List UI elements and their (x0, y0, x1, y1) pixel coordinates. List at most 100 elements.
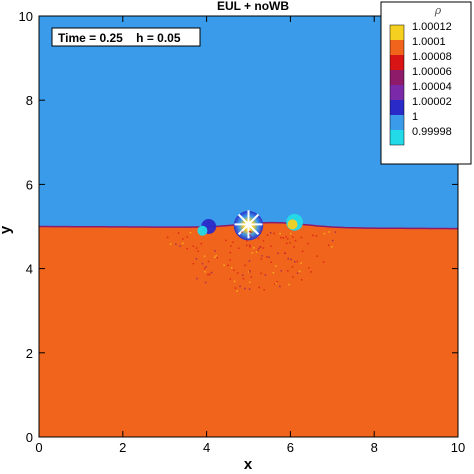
noise-speck (210, 271, 213, 274)
noise-speck (260, 258, 263, 260)
legend-colorbar-frame (389, 24, 405, 146)
legend-swatch (390, 100, 404, 115)
legend-swatch (390, 55, 404, 70)
x-axis-ticks: 0 2 4 6 8 10 (35, 16, 465, 455)
noise-speck (246, 244, 248, 246)
noise-speck (280, 236, 282, 239)
legend: ρ 1.00012 1.0001 1.00008 1.00006 1.00004 1.00… (380, 1, 472, 165)
perturbation-ray (247, 223, 260, 236)
noise-speck (257, 237, 260, 240)
noise-speck (242, 277, 245, 280)
noise-speck (250, 276, 252, 278)
noise-speck (289, 241, 291, 244)
legend-swatch (390, 70, 404, 85)
y-tick-label: 0 (26, 430, 33, 445)
noise-speck (276, 281, 278, 283)
noise-speck (238, 247, 240, 249)
chart-title: EUL + noWB (217, 0, 289, 13)
noise-speck (269, 232, 272, 234)
noise-speck (310, 271, 312, 273)
noise-speck (312, 234, 314, 237)
noise-speck (293, 246, 295, 248)
noise-speck (196, 277, 198, 280)
noise-speck (207, 274, 209, 276)
noise-speck (248, 244, 251, 246)
noise-speck (315, 235, 318, 237)
legend-label: 1.00006 (412, 66, 452, 78)
legend-label: 1.00002 (412, 96, 452, 108)
noise-speck (291, 266, 294, 268)
noise-speck (179, 245, 181, 247)
noise-speck (279, 285, 281, 288)
noise-speck (248, 230, 251, 233)
noise-speck (214, 250, 216, 252)
noise-speck (182, 242, 184, 244)
y-axis-label: y (0, 225, 14, 234)
perturbation-blob (197, 225, 208, 236)
noise-speck (277, 252, 279, 254)
noise-speck (175, 243, 177, 245)
noise-speck (239, 285, 241, 288)
y-tick-label: 2 (26, 346, 33, 361)
noise-speck (192, 245, 195, 247)
noise-speck (225, 239, 227, 242)
x-axis-label: x (244, 456, 253, 473)
perturbation-blob (287, 219, 298, 230)
noise-speck (242, 274, 244, 276)
legend-label: 1.00004 (412, 81, 452, 93)
noise-speck (292, 236, 294, 238)
noise-speck (287, 257, 289, 260)
noise-speck (236, 290, 238, 292)
noise-speck (230, 245, 232, 247)
noise-speck (300, 236, 303, 239)
noise-speck (257, 249, 259, 252)
legend-label: 0.99998 (412, 126, 452, 138)
y-tick-label: 4 (26, 262, 33, 277)
noise-speck (316, 255, 318, 257)
noise-speck (328, 231, 330, 233)
noise-speck (284, 252, 286, 255)
x-tick-label: 6 (287, 440, 294, 455)
noise-speck (237, 272, 239, 274)
legend-label: 1 (412, 111, 418, 123)
legend-title: ρ (434, 4, 442, 17)
noise-speck (258, 286, 260, 289)
noise-speck (288, 283, 290, 286)
noise-speck (241, 231, 243, 233)
noise-speck (270, 245, 272, 247)
noise-speck (270, 261, 272, 263)
noise-speck (282, 237, 284, 239)
noise-speck (287, 238, 289, 240)
noise-speck (260, 272, 262, 275)
noise-speck (200, 242, 202, 245)
x-tick-label: 8 (371, 440, 378, 455)
noise-speck (287, 270, 289, 272)
noise-speck (262, 247, 265, 249)
noise-speck (249, 271, 251, 273)
time-annotation: Time = 0.25 h = 0.05 (51, 27, 201, 47)
y-tick-label: 8 (26, 93, 33, 108)
noise-speck (229, 251, 232, 254)
noise-speck (294, 261, 296, 263)
noise-speck (286, 242, 288, 245)
x-tick-label: 10 (451, 440, 465, 455)
noise-speck (250, 231, 253, 234)
noise-speck (186, 236, 188, 238)
legend-swatch (390, 85, 404, 100)
noise-speck (250, 236, 253, 238)
noise-speck (272, 272, 275, 274)
noise-speck (300, 262, 302, 264)
noise-speck (259, 246, 262, 248)
noise-speck (216, 256, 218, 259)
legend-label: 1.00012 (412, 21, 452, 33)
noise-speck (274, 283, 276, 285)
noise-speck (233, 269, 235, 271)
noise-speck (166, 236, 169, 239)
noise-speck (307, 242, 309, 245)
noise-speck (261, 255, 263, 257)
noise-speck (177, 232, 180, 234)
perturbation-cluster (166, 210, 337, 292)
noise-speck (204, 271, 206, 273)
noise-speck (208, 273, 211, 276)
